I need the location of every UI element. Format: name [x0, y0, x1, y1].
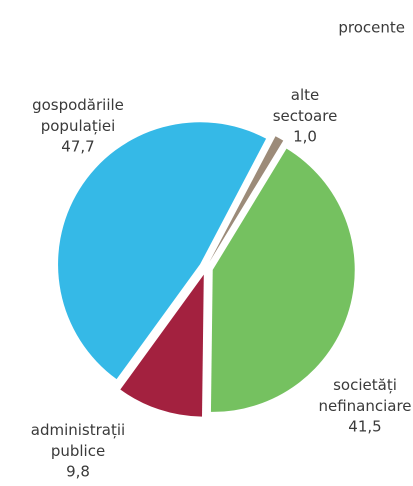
value-label: 9,8	[66, 463, 90, 481]
slice-label: gospodăriile populației	[32, 96, 124, 135]
label-line: sectoare	[273, 107, 338, 125]
label-line: gospodăriile	[32, 96, 124, 114]
pie-slice	[209, 136, 284, 262]
label-line: publice	[51, 442, 105, 460]
slice-label: administrații publice	[31, 421, 125, 460]
value-label: 1,0	[293, 128, 317, 146]
label-line: nefinanciare	[318, 397, 411, 415]
label-line: alte	[291, 86, 319, 104]
pie-slice	[210, 148, 355, 412]
slice-label: societăți nefinanciare	[318, 376, 411, 415]
label-line: administrații	[31, 421, 125, 439]
label-line: populației	[41, 117, 116, 135]
pie-slice	[120, 274, 204, 417]
value-label: 41,5	[348, 418, 381, 436]
label-line: societăți	[333, 376, 397, 394]
pie-slice	[58, 122, 267, 380]
value-label: 47,7	[61, 138, 94, 156]
slice-label: alte sectoare	[273, 86, 338, 125]
chart-subtitle: procente	[338, 19, 405, 37]
